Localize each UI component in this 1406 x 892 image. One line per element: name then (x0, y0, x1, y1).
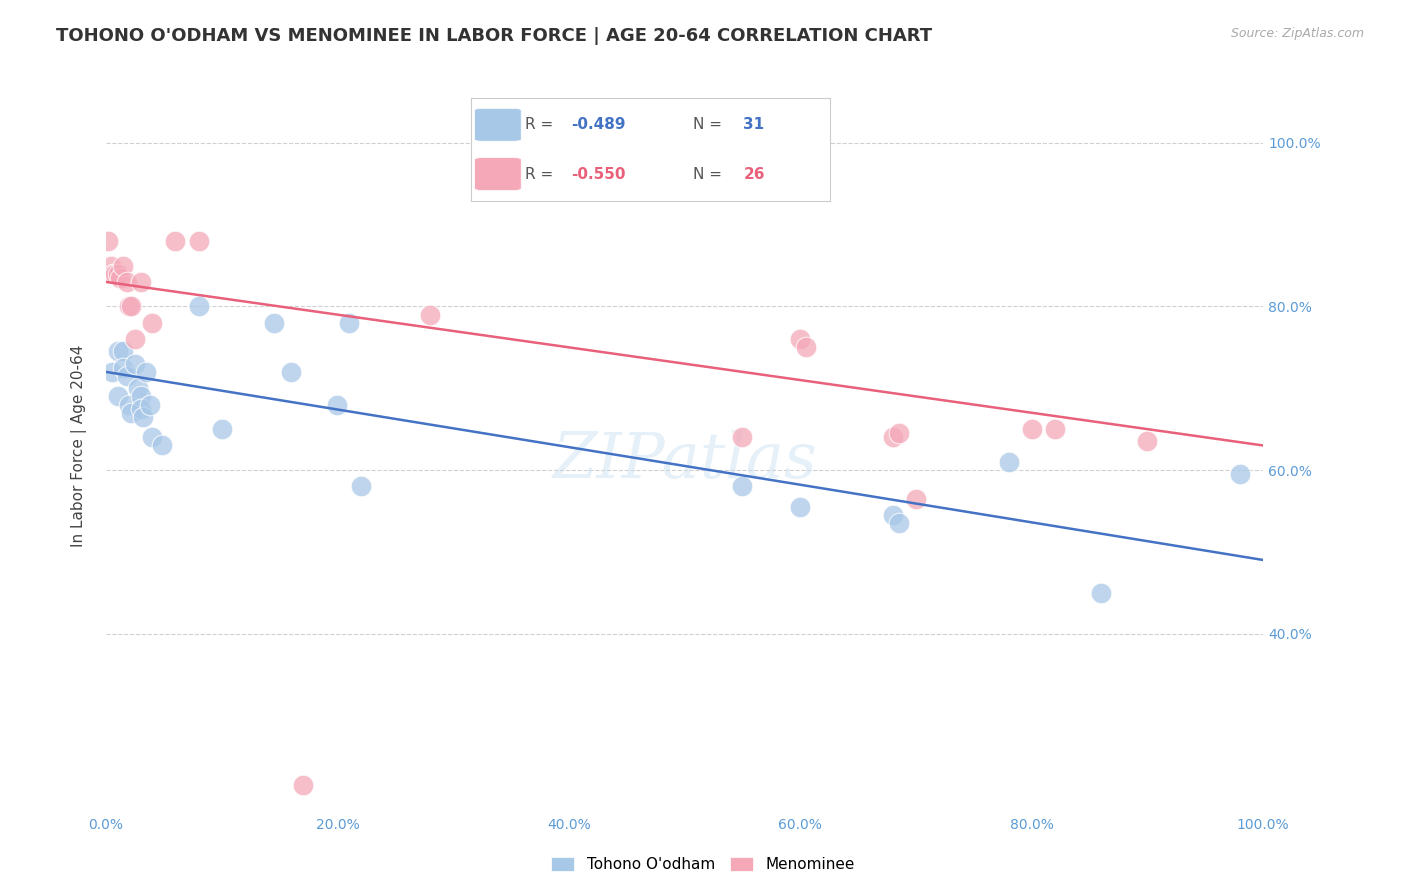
Point (97, 234, 120, 248)
Point (120, 300, 142, 314)
Point (905, 491, 928, 506)
Point (1229, 467, 1251, 482)
Point (789, 500, 811, 514)
Text: -0.550: -0.550 (571, 167, 626, 182)
Point (211, 422, 233, 436)
Text: N =: N = (693, 117, 727, 132)
Point (118, 300, 141, 314)
Legend: Tohono O'odham, Menominee: Tohono O'odham, Menominee (544, 849, 862, 880)
Point (141, 316, 163, 330)
Point (118, 398, 141, 412)
Point (731, 430, 754, 444)
Point (124, 357, 146, 371)
Point (291, 778, 314, 792)
Point (108, 270, 131, 285)
Point (107, 389, 129, 403)
Point (112, 360, 135, 375)
Point (419, 308, 441, 322)
Point (129, 401, 152, 416)
Point (326, 398, 349, 412)
Point (731, 479, 754, 493)
Point (132, 409, 155, 424)
Point (349, 479, 371, 493)
Point (129, 389, 152, 403)
Text: N =: N = (693, 167, 727, 182)
Point (141, 430, 163, 444)
Point (1090, 585, 1112, 599)
Point (150, 438, 173, 452)
Text: 26: 26 (744, 167, 765, 182)
FancyBboxPatch shape (475, 158, 522, 190)
Point (120, 406, 142, 420)
Text: Source: ZipAtlas.com: Source: ZipAtlas.com (1230, 27, 1364, 40)
Point (115, 368, 138, 383)
Point (794, 340, 817, 354)
Point (165, 234, 187, 248)
Point (112, 259, 135, 273)
Text: 31: 31 (744, 117, 765, 132)
Y-axis label: In Labor Force | Age 20-64: In Labor Force | Age 20-64 (72, 344, 87, 547)
Point (997, 455, 1019, 469)
Point (337, 316, 360, 330)
Point (124, 332, 146, 346)
Point (1136, 434, 1159, 449)
Point (101, 267, 124, 281)
Text: R =: R = (524, 117, 558, 132)
Point (100, 365, 122, 379)
Point (882, 430, 904, 444)
Text: R =: R = (524, 167, 558, 182)
FancyBboxPatch shape (475, 109, 522, 141)
Point (115, 275, 138, 289)
Text: ZIPatlas: ZIPatlas (553, 429, 817, 491)
Point (127, 381, 149, 395)
Point (107, 344, 129, 359)
Point (187, 300, 209, 314)
Text: -0.489: -0.489 (571, 117, 626, 132)
Point (1021, 422, 1043, 436)
Point (129, 275, 152, 289)
Point (104, 267, 127, 281)
Point (887, 516, 910, 531)
Point (280, 365, 302, 379)
Point (100, 259, 122, 273)
Point (112, 344, 135, 359)
Point (882, 508, 904, 522)
Text: TOHONO O'ODHAM VS MENOMINEE IN LABOR FORCE | AGE 20-64 CORRELATION CHART: TOHONO O'ODHAM VS MENOMINEE IN LABOR FOR… (56, 27, 932, 45)
Point (1043, 422, 1066, 436)
Point (135, 365, 157, 379)
Point (789, 332, 811, 346)
Point (887, 426, 910, 441)
Point (107, 267, 129, 281)
Point (139, 398, 162, 412)
Point (263, 316, 285, 330)
Point (187, 234, 209, 248)
